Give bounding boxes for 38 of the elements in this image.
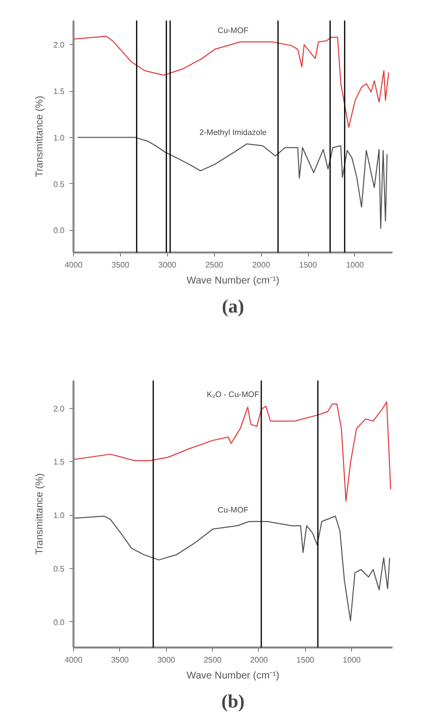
y-axis-title: Transmittance (%)	[34, 96, 46, 178]
series-label: K₂O - Cu-MOF	[206, 390, 260, 400]
text: (b)	[221, 692, 245, 712]
x-tick-label: 2500	[205, 260, 224, 270]
x-axis-title: Wave Number (cm⁻¹)	[186, 670, 280, 682]
x-tick-label: 3500	[110, 656, 130, 664]
x-tick-label: 1500	[299, 260, 318, 270]
line-series	[74, 36, 390, 128]
text: (a)	[222, 296, 244, 318]
x-tick-label: 1500	[296, 656, 315, 664]
x-tick-label: 4000	[64, 656, 83, 664]
y-tick-label: 0.0	[53, 226, 66, 236]
series-label: Cu-MOF	[218, 26, 248, 35]
line-series	[74, 516, 390, 622]
x-axis-title: Wave Number (cm⁻¹)	[186, 276, 280, 286]
y-tick-label: 1.5	[53, 87, 66, 96]
x-tick-label: 2000	[250, 656, 268, 664]
x-tick-label: 2000	[252, 260, 271, 270]
y-tick-label: 0.5	[53, 564, 66, 574]
y-tick-label: 1.0	[53, 511, 66, 520]
x-tick-label: 1000	[346, 260, 364, 270]
y-tick-label: 2.0	[53, 40, 66, 50]
x-tick-label: 1000	[342, 656, 362, 664]
y-tick-label: 2.0	[53, 404, 66, 414]
line-series	[77, 136, 388, 229]
y-axis-title: Transmittance (%)	[34, 473, 46, 555]
y-tick-label: 0.5	[53, 180, 66, 189]
y-tick-label: 1.0	[53, 133, 66, 142]
y-tick-label: 1.5	[53, 458, 66, 467]
x-tick-label: 3000	[158, 260, 177, 270]
x-tick-label: 2500	[204, 656, 222, 664]
series-label: 2-Methyl Imidazole	[199, 128, 268, 137]
x-tick-label: 3000	[157, 656, 176, 664]
y-tick-label: 0.0	[53, 618, 66, 627]
series-label: Cu-MOF	[218, 505, 248, 514]
x-tick-label: 4000	[64, 260, 83, 270]
x-tick-label: 3500	[112, 260, 130, 270]
line-series	[74, 401, 392, 502]
